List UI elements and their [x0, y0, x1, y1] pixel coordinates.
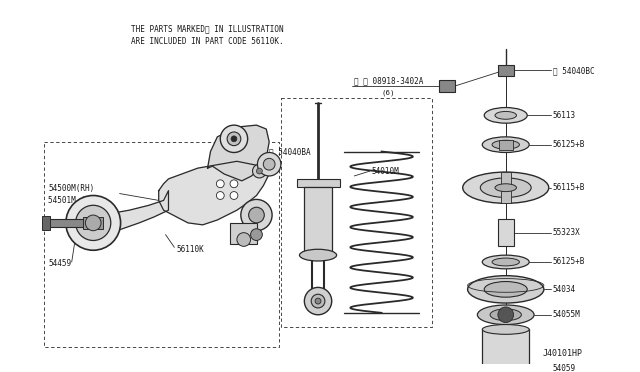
Ellipse shape	[483, 255, 529, 269]
Bar	[83, 217, 103, 229]
Text: J40101HP: J40101HP	[543, 349, 583, 358]
Circle shape	[253, 164, 266, 178]
Circle shape	[66, 196, 120, 250]
Text: THE PARTS MARKED※ IN ILLUSTRATION: THE PARTS MARKED※ IN ILLUSTRATION	[131, 25, 284, 34]
Text: 54500M(RH): 54500M(RH)	[48, 184, 95, 193]
Polygon shape	[159, 161, 269, 225]
Bar	[305, 187, 332, 255]
Text: 54059: 54059	[553, 364, 576, 372]
Circle shape	[498, 307, 513, 323]
Circle shape	[230, 180, 238, 188]
Text: ※ ⓝ 08918-3402A: ※ ⓝ 08918-3402A	[354, 77, 424, 86]
Ellipse shape	[483, 137, 529, 153]
Circle shape	[227, 132, 241, 146]
Circle shape	[315, 298, 321, 304]
Text: 54034: 54034	[553, 285, 576, 294]
Text: 56115+B: 56115+B	[553, 183, 585, 192]
Text: 54010M: 54010M	[372, 167, 399, 176]
Ellipse shape	[463, 172, 548, 203]
Ellipse shape	[468, 276, 544, 303]
Circle shape	[230, 192, 238, 199]
Text: ※ 54040BC: ※ 54040BC	[553, 66, 595, 75]
Circle shape	[76, 205, 111, 240]
Ellipse shape	[480, 178, 531, 198]
Ellipse shape	[477, 305, 534, 324]
Bar	[498, 64, 513, 76]
Circle shape	[216, 180, 224, 188]
Circle shape	[216, 192, 224, 199]
Bar	[499, 140, 513, 150]
Bar	[42, 216, 50, 230]
Bar	[483, 330, 529, 372]
Polygon shape	[98, 190, 168, 232]
Text: 56110K: 56110K	[176, 245, 204, 254]
Ellipse shape	[300, 249, 337, 261]
Circle shape	[248, 207, 264, 223]
Ellipse shape	[490, 309, 522, 321]
Ellipse shape	[495, 112, 516, 119]
Text: (6): (6)	[381, 90, 395, 96]
Text: ARE INCLUDED IN PART CODE 56110K.: ARE INCLUDED IN PART CODE 56110K.	[131, 36, 284, 45]
Circle shape	[263, 158, 275, 170]
Text: 56125+B: 56125+B	[553, 140, 585, 149]
Circle shape	[231, 136, 237, 142]
Bar	[296, 179, 340, 187]
Circle shape	[241, 199, 272, 231]
Polygon shape	[207, 125, 269, 181]
Ellipse shape	[492, 258, 520, 266]
Circle shape	[85, 215, 101, 231]
Bar	[439, 80, 455, 92]
Text: 56113: 56113	[553, 111, 576, 120]
Bar	[44, 219, 85, 227]
Circle shape	[257, 168, 262, 174]
Bar	[498, 219, 513, 246]
Ellipse shape	[483, 324, 529, 334]
Circle shape	[257, 153, 281, 176]
Ellipse shape	[484, 282, 527, 297]
Text: 54055M: 54055M	[553, 310, 580, 319]
Text: ※ 54040BA: ※ 54040BA	[269, 147, 311, 156]
Text: 54501M (LH): 54501M (LH)	[48, 196, 99, 205]
Circle shape	[251, 229, 262, 240]
Ellipse shape	[484, 108, 527, 123]
Circle shape	[237, 232, 251, 246]
Bar	[501, 172, 511, 203]
Text: 54459: 54459	[48, 259, 72, 269]
Circle shape	[311, 294, 325, 308]
Circle shape	[220, 125, 248, 153]
Text: 55323X: 55323X	[553, 228, 580, 237]
Bar	[230, 223, 257, 244]
Text: 56125+B: 56125+B	[553, 257, 585, 266]
Ellipse shape	[495, 184, 516, 192]
Ellipse shape	[492, 140, 520, 149]
Circle shape	[305, 288, 332, 315]
